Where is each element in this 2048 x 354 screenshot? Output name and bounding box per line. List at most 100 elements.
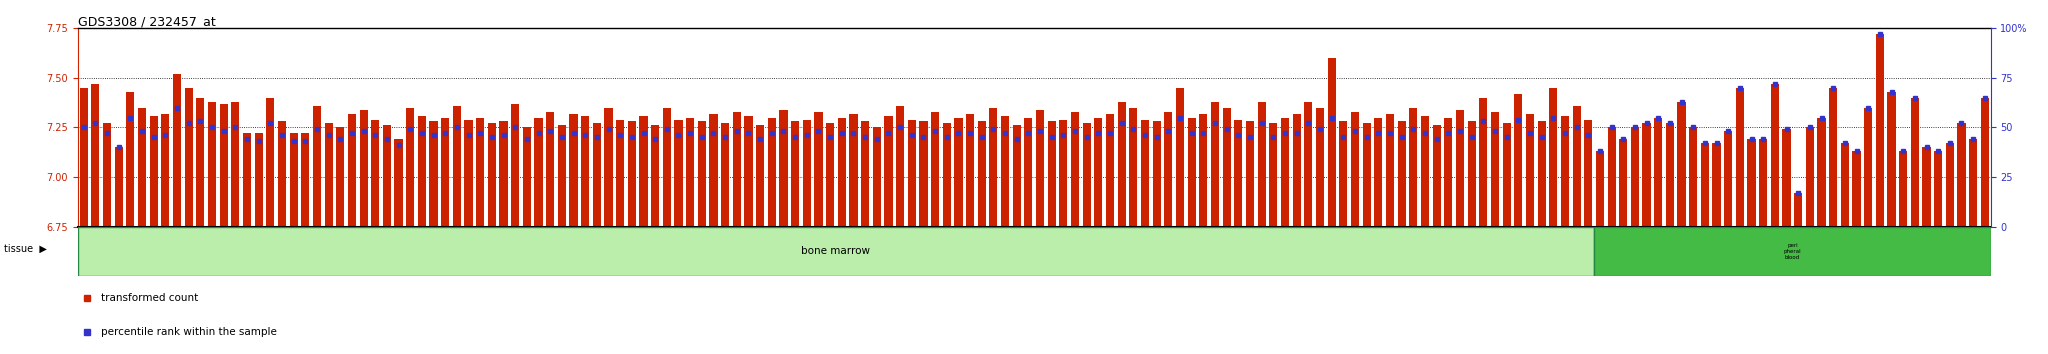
Bar — [897, 105, 903, 227]
Bar — [721, 124, 729, 227]
Bar — [825, 124, 834, 227]
Bar — [1362, 124, 1370, 227]
Bar — [1036, 110, 1044, 227]
Bar — [1888, 92, 1896, 227]
Bar — [184, 88, 193, 227]
Bar — [1128, 108, 1137, 227]
Bar — [733, 112, 741, 227]
Bar — [360, 110, 369, 227]
Bar — [872, 127, 881, 227]
Bar — [1593, 227, 1991, 276]
Bar — [885, 115, 893, 227]
Bar — [219, 104, 227, 227]
Bar — [1421, 115, 1430, 227]
Bar — [1782, 130, 1790, 227]
Bar — [1468, 121, 1477, 227]
Bar — [289, 133, 297, 227]
Bar — [850, 114, 858, 227]
Bar — [1049, 121, 1057, 227]
Bar — [1655, 118, 1663, 227]
Bar — [348, 114, 356, 227]
Bar — [639, 115, 647, 227]
Bar — [582, 115, 590, 227]
Bar — [1690, 127, 1698, 227]
Bar — [604, 108, 612, 227]
Bar — [209, 102, 215, 227]
Bar — [78, 227, 1593, 276]
Bar — [162, 114, 170, 227]
Bar — [1911, 98, 1919, 227]
Bar — [313, 105, 322, 227]
Bar — [1548, 88, 1556, 227]
Bar — [1595, 151, 1604, 227]
Bar — [1573, 105, 1581, 227]
Bar — [698, 121, 707, 227]
Bar — [1083, 124, 1092, 227]
Bar — [803, 120, 811, 227]
Text: bone marrow: bone marrow — [801, 246, 870, 256]
Bar — [137, 108, 145, 227]
Bar — [1724, 131, 1733, 227]
Bar — [1513, 94, 1522, 227]
Bar — [1853, 151, 1860, 227]
Bar — [1712, 143, 1720, 227]
Bar — [860, 121, 868, 227]
Bar — [512, 104, 520, 227]
Bar — [743, 115, 752, 227]
Bar — [453, 105, 461, 227]
Bar — [1561, 115, 1569, 227]
Bar — [1479, 98, 1487, 227]
Bar — [686, 118, 694, 227]
Bar — [535, 118, 543, 227]
Bar — [1210, 102, 1219, 227]
Bar — [406, 108, 414, 227]
Bar — [1292, 114, 1300, 227]
Bar — [1829, 88, 1837, 227]
Bar — [1106, 114, 1114, 227]
Bar — [664, 108, 672, 227]
Bar — [279, 121, 287, 227]
Bar — [1923, 147, 1931, 227]
Bar — [383, 125, 391, 227]
Bar — [440, 118, 449, 227]
Bar — [254, 133, 262, 227]
Bar — [301, 133, 309, 227]
Bar — [1665, 124, 1673, 227]
Bar — [569, 114, 578, 227]
Bar — [500, 121, 508, 227]
Bar — [1759, 139, 1767, 227]
Bar — [522, 127, 530, 227]
Bar — [1620, 139, 1628, 227]
Bar — [1012, 125, 1020, 227]
Bar — [1958, 124, 1966, 227]
Bar — [1677, 102, 1686, 227]
Bar — [1141, 120, 1149, 227]
Bar — [1374, 118, 1382, 227]
Bar — [465, 120, 473, 227]
Bar — [1257, 102, 1266, 227]
Bar — [1280, 118, 1288, 227]
Bar — [80, 88, 88, 227]
Bar — [1503, 124, 1511, 227]
Bar — [629, 121, 637, 227]
Bar — [1642, 124, 1651, 227]
Bar — [932, 112, 940, 227]
Bar — [838, 118, 846, 227]
Bar — [1806, 127, 1815, 227]
Bar — [954, 118, 963, 227]
Bar — [475, 118, 483, 227]
Bar — [907, 120, 915, 227]
Bar — [1188, 118, 1196, 227]
Bar — [815, 112, 823, 227]
Bar — [197, 98, 205, 227]
Bar — [1980, 98, 1989, 227]
Bar — [920, 121, 928, 227]
Bar — [1223, 108, 1231, 227]
Bar — [709, 114, 717, 227]
Bar — [1946, 143, 1954, 227]
Bar — [1491, 112, 1499, 227]
Bar — [756, 125, 764, 227]
Bar — [1608, 127, 1616, 227]
Text: transformed count: transformed count — [100, 293, 199, 303]
Bar — [1876, 34, 1884, 227]
